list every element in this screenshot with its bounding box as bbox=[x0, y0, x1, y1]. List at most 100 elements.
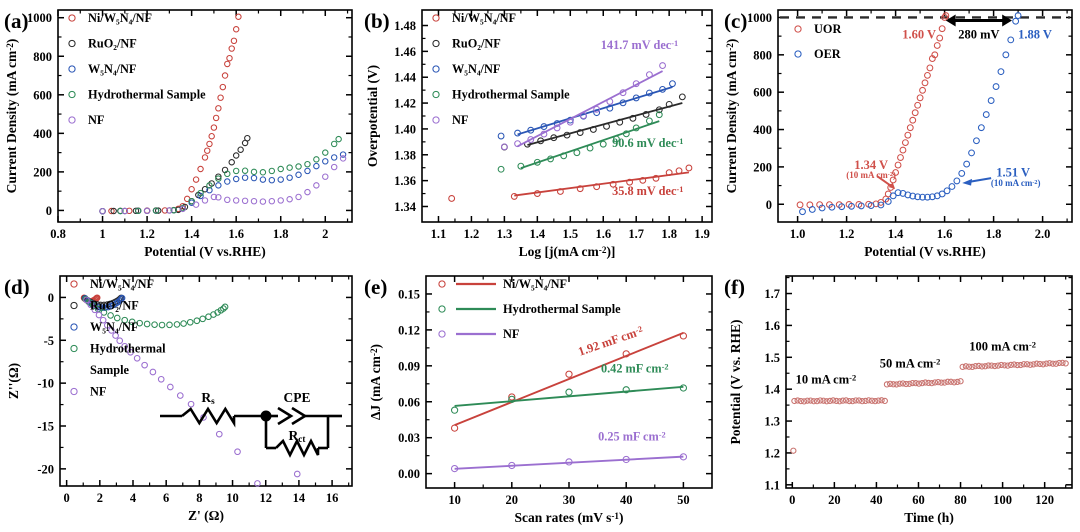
data-point bbox=[965, 363, 973, 370]
data-point bbox=[973, 137, 980, 145]
legend-marker bbox=[68, 14, 76, 22]
data-point bbox=[166, 321, 173, 329]
data-point bbox=[859, 398, 866, 405]
data-point bbox=[935, 378, 942, 386]
tafel-slope-hydrothermal: 90.6 mV dec-1 bbox=[612, 136, 683, 150]
data-point bbox=[224, 196, 231, 204]
data-point bbox=[116, 337, 124, 345]
data-point bbox=[606, 104, 614, 112]
y-tick-label: 200 bbox=[753, 160, 772, 174]
x-tick-label: 10 bbox=[448, 493, 461, 507]
data-point bbox=[679, 453, 688, 461]
data-point bbox=[586, 144, 594, 152]
y-tick-label: 1.4 bbox=[764, 383, 780, 397]
data-point bbox=[108, 327, 115, 334]
data-point bbox=[250, 174, 258, 182]
data-point bbox=[849, 398, 856, 405]
data-point bbox=[804, 397, 811, 404]
legend-label: W₅N₄/NF bbox=[452, 62, 500, 76]
annotation-step-3: 100 mA cm-2 bbox=[969, 339, 1036, 353]
data-point bbox=[201, 186, 209, 193]
series-W₅N₄/NF bbox=[497, 80, 676, 140]
data-point bbox=[232, 197, 240, 204]
data-point bbox=[855, 397, 863, 404]
data-point bbox=[277, 165, 284, 173]
data-point bbox=[904, 191, 912, 199]
data-point bbox=[893, 381, 900, 388]
data-point bbox=[224, 170, 231, 178]
x-tick-label: 0.8 bbox=[50, 227, 66, 241]
data-point bbox=[1052, 360, 1060, 367]
data-point bbox=[881, 397, 888, 405]
x-tick-label: 50 bbox=[677, 493, 690, 507]
data-point bbox=[922, 379, 929, 386]
data-point bbox=[985, 362, 992, 369]
data-point bbox=[897, 154, 904, 161]
annotation-oer-1p88v: 1.88 V bbox=[1018, 27, 1052, 41]
data-point bbox=[906, 124, 914, 132]
data-point bbox=[1059, 359, 1066, 366]
annotation-uor-1p60v: 1.60 V bbox=[902, 27, 936, 41]
data-point bbox=[842, 397, 850, 404]
legend-marker bbox=[432, 65, 440, 73]
data-point bbox=[622, 350, 630, 358]
data-point bbox=[622, 386, 630, 394]
y-tick-label: 1.46 bbox=[394, 45, 416, 59]
x-tick-label: 1 bbox=[99, 227, 105, 241]
data-point bbox=[941, 379, 948, 386]
data-point bbox=[593, 183, 601, 191]
data-point bbox=[295, 163, 302, 170]
fit-line bbox=[517, 70, 663, 148]
y-tick-label: 0.09 bbox=[398, 359, 420, 373]
data-point bbox=[241, 174, 249, 181]
data-point bbox=[962, 363, 969, 370]
data-point bbox=[977, 124, 985, 132]
data-point bbox=[914, 193, 922, 201]
legend-label: RuO₂/NF bbox=[90, 299, 139, 313]
data-point bbox=[810, 398, 817, 405]
legend-label: NF bbox=[90, 385, 106, 399]
data-point bbox=[576, 185, 584, 193]
data-point bbox=[938, 25, 946, 33]
legend-marker bbox=[432, 116, 440, 124]
y-tick-label: -15 bbox=[37, 420, 54, 434]
x-tick-label: 6 bbox=[163, 491, 169, 505]
legend-label: NF bbox=[452, 113, 468, 127]
data-point bbox=[924, 193, 931, 201]
data-point bbox=[217, 94, 224, 101]
data-point bbox=[186, 318, 194, 326]
data-point bbox=[259, 176, 267, 183]
data-point bbox=[887, 380, 894, 387]
data-point bbox=[268, 167, 276, 175]
data-point bbox=[846, 397, 853, 405]
data-point bbox=[450, 424, 459, 432]
data-point bbox=[201, 197, 209, 204]
data-point bbox=[948, 183, 956, 190]
data-point bbox=[954, 378, 961, 386]
x-tick-label: 40 bbox=[620, 493, 633, 507]
data-point bbox=[188, 186, 195, 193]
data-point bbox=[313, 156, 320, 163]
x-axis-label: Time (h) bbox=[904, 510, 954, 525]
data-point bbox=[117, 207, 124, 215]
series-NF bbox=[83, 296, 301, 487]
data-point bbox=[206, 140, 213, 148]
data-point bbox=[133, 354, 141, 362]
data-point bbox=[295, 171, 302, 179]
data-point bbox=[155, 207, 162, 214]
data-point bbox=[83, 296, 90, 304]
data-point bbox=[113, 314, 121, 322]
data-point bbox=[533, 158, 541, 166]
data-point bbox=[800, 398, 808, 405]
data-point bbox=[330, 140, 338, 148]
data-point bbox=[968, 149, 975, 157]
data-point bbox=[497, 132, 505, 140]
x-tick-label: 1.4 bbox=[888, 227, 904, 241]
series-Ni/W₅N₄/NF bbox=[448, 164, 693, 202]
legend-marker bbox=[68, 65, 76, 73]
data-point bbox=[157, 375, 165, 383]
legend-marker bbox=[70, 387, 78, 396]
data-point bbox=[944, 378, 951, 385]
y-axis-label: Current Density (mA cm-2) bbox=[724, 39, 739, 194]
y-tick-label: 200 bbox=[33, 165, 52, 179]
